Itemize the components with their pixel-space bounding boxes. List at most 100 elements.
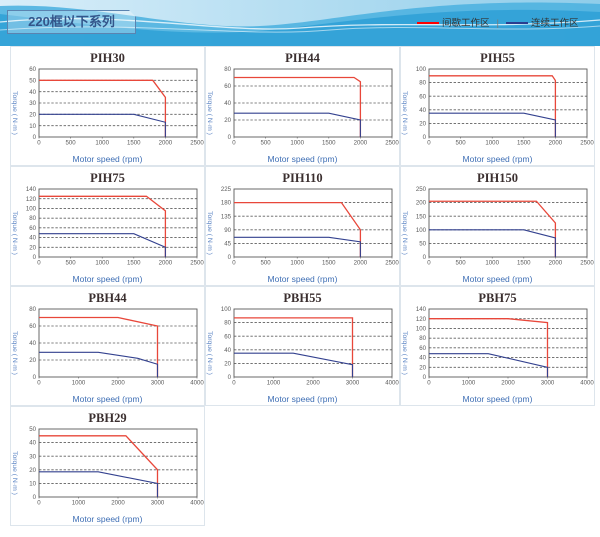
svg-text:1000: 1000 — [95, 139, 109, 146]
svg-text:40: 40 — [224, 100, 231, 107]
svg-text:60: 60 — [419, 93, 426, 100]
svg-text:0: 0 — [33, 494, 37, 501]
svg-text:40: 40 — [224, 347, 231, 354]
svg-text:40: 40 — [29, 440, 36, 447]
svg-text:1000: 1000 — [95, 259, 109, 266]
svg-text:50: 50 — [419, 241, 426, 248]
svg-text:0: 0 — [423, 254, 427, 261]
svg-text:20: 20 — [29, 244, 36, 251]
svg-text:20: 20 — [29, 111, 36, 118]
svg-text:2500: 2500 — [580, 139, 594, 146]
svg-text:200: 200 — [416, 200, 427, 207]
svg-text:4000: 4000 — [580, 379, 594, 386]
svg-text:1500: 1500 — [517, 259, 531, 266]
svg-text:0: 0 — [427, 259, 431, 266]
svg-text:100: 100 — [416, 66, 427, 73]
svg-text:250: 250 — [416, 186, 427, 193]
svg-text:140: 140 — [26, 186, 37, 193]
svg-text:20: 20 — [419, 121, 426, 128]
svg-text:180: 180 — [221, 200, 232, 207]
svg-text:45: 45 — [224, 241, 231, 248]
svg-text:80: 80 — [419, 335, 426, 342]
svg-text:60: 60 — [29, 225, 36, 232]
svg-text:60: 60 — [29, 323, 36, 330]
svg-text:500: 500 — [456, 259, 467, 266]
svg-text:1500: 1500 — [517, 139, 531, 146]
svg-text:30: 30 — [29, 453, 36, 460]
svg-text:80: 80 — [224, 320, 231, 327]
svg-text:500: 500 — [66, 259, 77, 266]
svg-text:2500: 2500 — [190, 139, 204, 146]
svg-text:2000: 2000 — [354, 259, 368, 266]
svg-text:30: 30 — [29, 100, 36, 107]
svg-text:1000: 1000 — [485, 259, 499, 266]
svg-text:2000: 2000 — [159, 139, 173, 146]
svg-text:2500: 2500 — [385, 259, 399, 266]
svg-text:20: 20 — [29, 357, 36, 364]
svg-text:80: 80 — [224, 66, 231, 73]
svg-text:0: 0 — [33, 374, 37, 381]
svg-text:4000: 4000 — [385, 379, 399, 386]
svg-text:0: 0 — [33, 254, 37, 261]
svg-text:0: 0 — [228, 134, 232, 141]
svg-text:1500: 1500 — [127, 139, 141, 146]
svg-text:500: 500 — [261, 139, 272, 146]
svg-text:0: 0 — [37, 139, 41, 146]
svg-text:3000: 3000 — [151, 499, 165, 506]
svg-text:0: 0 — [33, 134, 37, 141]
svg-text:40: 40 — [419, 107, 426, 114]
svg-text:0: 0 — [427, 379, 431, 386]
svg-text:2000: 2000 — [111, 499, 125, 506]
svg-text:1000: 1000 — [290, 259, 304, 266]
svg-text:1000: 1000 — [72, 499, 86, 506]
svg-text:80: 80 — [419, 80, 426, 87]
svg-text:2000: 2000 — [354, 139, 368, 146]
svg-text:60: 60 — [419, 345, 426, 352]
svg-text:3000: 3000 — [541, 379, 555, 386]
svg-text:80: 80 — [29, 215, 36, 222]
svg-text:100: 100 — [221, 306, 232, 313]
svg-text:2000: 2000 — [549, 139, 563, 146]
svg-text:0: 0 — [37, 259, 41, 266]
svg-text:60: 60 — [224, 83, 231, 90]
svg-text:40: 40 — [29, 89, 36, 96]
svg-text:4000: 4000 — [190, 499, 204, 506]
svg-text:135: 135 — [221, 213, 232, 220]
svg-text:0: 0 — [423, 134, 427, 141]
svg-text:2000: 2000 — [111, 379, 125, 386]
svg-text:20: 20 — [29, 467, 36, 474]
svg-text:0: 0 — [228, 374, 232, 381]
svg-text:1000: 1000 — [485, 139, 499, 146]
svg-text:500: 500 — [66, 139, 77, 146]
svg-text:120: 120 — [416, 316, 427, 323]
svg-text:60: 60 — [224, 333, 231, 340]
svg-text:40: 40 — [29, 235, 36, 242]
svg-text:90: 90 — [224, 227, 231, 234]
svg-text:150: 150 — [416, 213, 427, 220]
svg-text:500: 500 — [456, 139, 467, 146]
svg-text:2500: 2500 — [385, 139, 399, 146]
svg-text:2000: 2000 — [159, 259, 173, 266]
svg-text:1500: 1500 — [127, 259, 141, 266]
svg-text:3000: 3000 — [346, 379, 360, 386]
svg-text:20: 20 — [419, 364, 426, 371]
svg-text:1500: 1500 — [322, 259, 336, 266]
svg-text:10: 10 — [29, 481, 36, 488]
svg-text:0: 0 — [232, 259, 236, 266]
svg-text:80: 80 — [29, 306, 36, 313]
svg-text:500: 500 — [261, 259, 272, 266]
svg-text:50: 50 — [29, 77, 36, 84]
svg-text:50: 50 — [29, 426, 36, 433]
svg-text:100: 100 — [416, 326, 427, 333]
svg-text:10: 10 — [29, 123, 36, 130]
svg-text:20: 20 — [224, 361, 231, 368]
svg-text:40: 40 — [419, 355, 426, 362]
svg-text:1000: 1000 — [267, 379, 281, 386]
svg-text:0: 0 — [37, 499, 41, 506]
svg-text:0: 0 — [232, 379, 236, 386]
svg-text:2000: 2000 — [501, 379, 515, 386]
svg-text:100: 100 — [26, 206, 37, 213]
svg-text:225: 225 — [221, 186, 232, 193]
svg-text:0: 0 — [228, 254, 232, 261]
svg-text:2500: 2500 — [190, 259, 204, 266]
